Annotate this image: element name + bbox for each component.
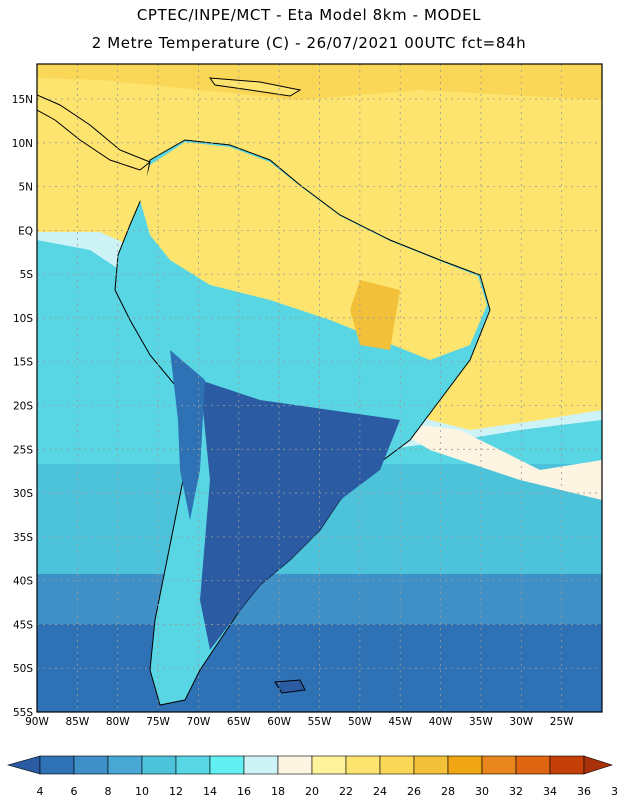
lon-label: 45W	[388, 716, 412, 728]
caribbean-islands	[208, 77, 302, 97]
legend-label: 16	[237, 785, 251, 798]
lat-label: 30S	[13, 488, 33, 500]
lat-label: EQ	[18, 225, 33, 237]
ocean-band-22	[380, 420, 602, 500]
lon-label: 30W	[509, 716, 533, 728]
legend-swatch	[141, 755, 177, 775]
legend-label: 38	[611, 785, 618, 798]
lon-label: 50W	[348, 716, 372, 728]
legend-arrow-low	[6, 755, 41, 775]
lon-label: 75W	[146, 716, 170, 728]
lat-label: 5N	[18, 182, 33, 194]
legend-label: 24	[373, 785, 387, 798]
legend-label: 32	[509, 785, 523, 798]
legend-swatch	[413, 755, 449, 775]
legend-label: 26	[407, 785, 421, 798]
legend-swatch	[379, 755, 415, 775]
lon-label: 25W	[550, 716, 574, 728]
legend-label: 8	[105, 785, 112, 798]
legend-arrow-high	[583, 755, 613, 775]
lon-label: 60W	[267, 716, 291, 728]
legend-swatch	[243, 755, 279, 775]
legend-label: 22	[339, 785, 353, 798]
legend-swatch	[73, 755, 109, 775]
legend-label: 28	[441, 785, 455, 798]
title-line-1: CPTEC/INPE/MCT - Eta Model 8km - MODEL	[136, 6, 482, 24]
legend-label: 4	[37, 785, 44, 798]
lon-label: 90W	[25, 716, 49, 728]
land-band-4	[200, 380, 400, 650]
longitude-labels: 90W 85W 80W 75W 70W 65W 60W 55W 50W 45W 40W 35W 30W 2…	[25, 716, 574, 728]
latitude-labels: 15N 10N 5N EQ 5S 10S 15S 20S 25S 30S 35S 40S 45S 50S 5…	[12, 94, 34, 719]
lat-label: 40S	[13, 576, 33, 588]
legend-swatch	[515, 755, 551, 775]
legend-label: 30	[475, 785, 489, 798]
lon-label: 35W	[469, 716, 493, 728]
andes-band-6	[170, 350, 205, 520]
legend-label: 20	[305, 785, 319, 798]
legend-swatch	[549, 755, 585, 775]
legend-label: 18	[271, 785, 285, 798]
legend-swatch	[39, 755, 75, 775]
lon-label: 40W	[429, 716, 453, 728]
falkland-islands	[274, 679, 306, 694]
lat-label: 55S	[13, 707, 33, 719]
legend-label: 6	[71, 785, 78, 798]
lon-label: 55W	[308, 716, 332, 728]
legend-swatch	[175, 755, 211, 775]
grid-lines	[37, 64, 602, 712]
legend-swatch	[107, 755, 143, 775]
lon-label: 80W	[106, 716, 130, 728]
legend-label: 34	[543, 785, 557, 798]
lat-label: 10N	[12, 138, 33, 150]
lat-label: 20S	[13, 401, 33, 413]
lat-label: 35S	[13, 532, 33, 544]
legend-label: 14	[203, 785, 217, 798]
lat-label: 15N	[12, 94, 33, 106]
map-frame	[36, 63, 603, 713]
land-band-28	[350, 280, 400, 350]
title-line-2: 2 Metre Temperature (C) - 26/07/2021 00U…	[91, 34, 527, 52]
legend-swatch	[481, 755, 517, 775]
legend-swatch	[311, 755, 347, 775]
lat-label: 45S	[13, 619, 33, 631]
lat-label: 50S	[13, 663, 33, 675]
lon-label: 85W	[65, 716, 89, 728]
central-america	[37, 94, 151, 171]
legend-label: 10	[135, 785, 149, 798]
lat-label: 10S	[13, 313, 33, 325]
lon-label: 65W	[227, 716, 251, 728]
legend-label: 36	[577, 785, 591, 798]
legend-label: 12	[169, 785, 183, 798]
lat-label: 25S	[13, 444, 33, 456]
lat-label: 15S	[13, 357, 33, 369]
legend-swatch	[345, 755, 381, 775]
lon-label: 70W	[187, 716, 211, 728]
legend-swatch	[447, 755, 483, 775]
legend-swatch	[277, 755, 313, 775]
lat-label: 5S	[20, 269, 34, 281]
legend-swatch	[209, 755, 245, 775]
